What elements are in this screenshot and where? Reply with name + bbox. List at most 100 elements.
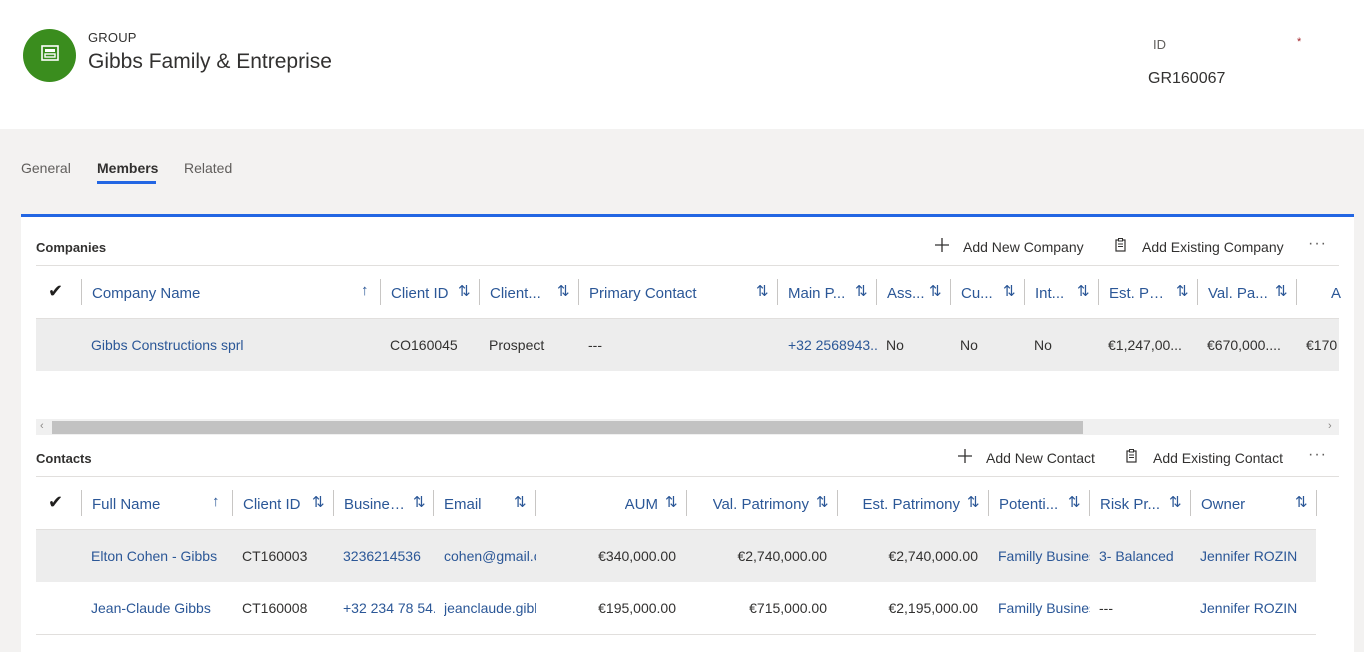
tab-general[interactable]: General xyxy=(21,160,71,176)
add-new-contact-button[interactable]: Add New Contact xyxy=(957,448,1095,467)
column-separator xyxy=(1190,490,1191,516)
sort-icon[interactable]: ⇅ xyxy=(1275,283,1288,300)
horizontal-scrollbar[interactable]: ‹ › xyxy=(36,419,1339,435)
owner-link[interactable]: Jennifer ROZIN xyxy=(1200,548,1298,564)
int-cell: No xyxy=(1034,337,1052,353)
column-header-cu[interactable]: Cu... xyxy=(961,284,993,302)
email-link[interactable]: cohen@gmail.c xyxy=(444,548,536,564)
client-id-cell: CT160003 xyxy=(242,548,308,564)
sort-icon[interactable]: ⇅ xyxy=(458,283,471,300)
sort-icon[interactable]: ⇅ xyxy=(1003,283,1016,300)
required-indicator: * xyxy=(1297,36,1302,48)
divider xyxy=(36,529,1316,530)
sort-icon[interactable]: ⇅ xyxy=(1068,494,1081,511)
sort-icon[interactable]: ⇅ xyxy=(312,494,325,511)
sort-icon[interactable]: ⇅ xyxy=(1295,494,1308,511)
column-separator xyxy=(1089,490,1090,516)
group-avatar xyxy=(23,29,76,82)
client-type-cell: Prospect xyxy=(489,337,545,353)
column-header-risk-profile[interactable]: Risk Pr... xyxy=(1100,495,1161,513)
owner-link[interactable]: Jennifer ROZIN xyxy=(1200,600,1298,616)
sort-icon[interactable]: ⇅ xyxy=(557,283,570,300)
val-patrimony-cell: €715,000.00 xyxy=(749,600,827,616)
active-tab-indicator xyxy=(97,181,156,184)
select-all-check-icon[interactable]: ✔ xyxy=(48,281,64,301)
email-link[interactable]: jeanclaude.gibb xyxy=(444,600,536,616)
column-header-est-pat[interactable]: Est. Pat... xyxy=(1109,284,1171,302)
full-name-link[interactable]: Elton Cohen - Gibbs xyxy=(91,548,218,564)
sort-icon[interactable]: ⇅ xyxy=(665,494,678,511)
sort-icon[interactable]: ⇅ xyxy=(929,283,942,300)
sort-icon[interactable]: ⇅ xyxy=(967,494,980,511)
column-header-full-name[interactable]: Full Name xyxy=(92,495,161,513)
add-existing-company-label: Add Existing Company xyxy=(1142,238,1284,255)
table-row[interactable]: Elton Cohen - Gibbs CT160003 3236214536 … xyxy=(36,530,1316,582)
entity-type-label: GROUP xyxy=(88,30,137,45)
column-header-val-patrimony[interactable]: Val. Patrimony xyxy=(712,495,809,513)
tab-related[interactable]: Related xyxy=(184,160,233,176)
column-separator xyxy=(950,279,951,305)
primary-contact-cell: --- xyxy=(588,337,602,353)
column-header-client-id[interactable]: Client ID xyxy=(391,284,449,302)
sort-icon[interactable]: ⇅ xyxy=(756,283,769,300)
clipboard-icon xyxy=(1124,448,1153,467)
column-header-company-name[interactable]: Company Name xyxy=(92,284,201,302)
column-separator xyxy=(686,490,687,516)
column-header-primary-contact[interactable]: Primary Contact xyxy=(589,284,697,302)
column-header-client-id[interactable]: Client ID xyxy=(243,495,301,513)
id-field-value[interactable]: GR160067 xyxy=(1148,70,1226,87)
potential-cell[interactable]: Familly Business xyxy=(998,548,1090,564)
divider xyxy=(36,476,1339,477)
risk-profile-cell[interactable]: 3- Balanced xyxy=(1099,548,1174,564)
company-name-link[interactable]: Gibbs Constructions sprl xyxy=(91,337,244,353)
sort-ascending-icon[interactable]: ↑ xyxy=(361,282,369,299)
sort-icon[interactable]: ⇅ xyxy=(1077,283,1090,300)
column-header-int[interactable]: Int... xyxy=(1035,284,1065,302)
add-existing-company-button[interactable]: Add Existing Company xyxy=(1113,237,1284,256)
potential-cell[interactable]: Familly Business xyxy=(998,600,1090,616)
table-row[interactable]: Gibbs Constructions sprl CO160045 Prospe… xyxy=(36,319,1339,371)
column-header-a[interactable]: A xyxy=(1331,284,1342,302)
sort-icon[interactable]: ⇅ xyxy=(1169,494,1182,511)
table-row[interactable]: Jean-Claude Gibbs CT160008 +32 234 78 54… xyxy=(36,582,1316,634)
column-header-main-phone[interactable]: Main P... xyxy=(788,284,846,302)
column-header-client-type[interactable]: Client... xyxy=(490,284,541,302)
add-existing-contact-button[interactable]: Add Existing Contact xyxy=(1124,448,1283,467)
sort-icon[interactable]: ⇅ xyxy=(855,283,868,300)
column-separator xyxy=(433,490,434,516)
column-header-potential[interactable]: Potenti... xyxy=(999,495,1059,513)
column-header-ass[interactable]: Ass... xyxy=(887,284,925,302)
add-new-contact-label: Add New Contact xyxy=(986,449,1095,466)
tab-members[interactable]: Members xyxy=(97,160,159,176)
add-new-company-button[interactable]: Add New Company xyxy=(934,237,1084,256)
select-all-check-icon[interactable]: ✔ xyxy=(48,492,64,512)
sort-icon[interactable]: ⇅ xyxy=(1176,283,1189,300)
companies-section-title: Companies xyxy=(36,240,107,255)
main-phone-link[interactable]: +32 2568943... xyxy=(788,337,878,353)
sort-ascending-icon[interactable]: ↑ xyxy=(212,493,220,510)
column-header-email[interactable]: Email xyxy=(444,495,482,513)
sort-icon[interactable]: ⇅ xyxy=(413,494,426,511)
record-header: GROUP Gibbs Family & Entreprise ID * GR1… xyxy=(0,0,1364,129)
business-phone-link[interactable]: +32 234 78 54... xyxy=(343,600,435,616)
sort-icon[interactable]: ⇅ xyxy=(514,494,527,511)
column-header-owner[interactable]: Owner xyxy=(1201,495,1246,513)
column-header-val-pa[interactable]: Val. Pa... xyxy=(1208,284,1268,302)
scrollbar-thumb[interactable] xyxy=(52,421,1083,434)
column-header-aum[interactable]: AUM xyxy=(624,495,658,513)
sort-icon[interactable]: ⇅ xyxy=(816,494,829,511)
companies-more-commands-button[interactable]: ··· xyxy=(1308,235,1327,252)
scroll-right-icon[interactable]: › xyxy=(1328,420,1332,432)
column-separator xyxy=(81,279,82,305)
full-name-link[interactable]: Jean-Claude Gibbs xyxy=(91,600,211,616)
column-separator xyxy=(1316,490,1317,516)
business-phone-link[interactable]: 3236214536 xyxy=(343,548,421,564)
contacts-more-commands-button[interactable]: ··· xyxy=(1308,446,1327,463)
scroll-left-icon[interactable]: ‹ xyxy=(40,420,44,432)
ass-cell: No xyxy=(886,337,904,353)
column-separator xyxy=(578,279,579,305)
column-header-est-patrimony[interactable]: Est. Patrimony xyxy=(862,495,960,513)
divider xyxy=(36,318,1339,319)
column-header-business-phone[interactable]: Busines... xyxy=(344,495,408,513)
id-field-label: ID xyxy=(1153,37,1166,52)
